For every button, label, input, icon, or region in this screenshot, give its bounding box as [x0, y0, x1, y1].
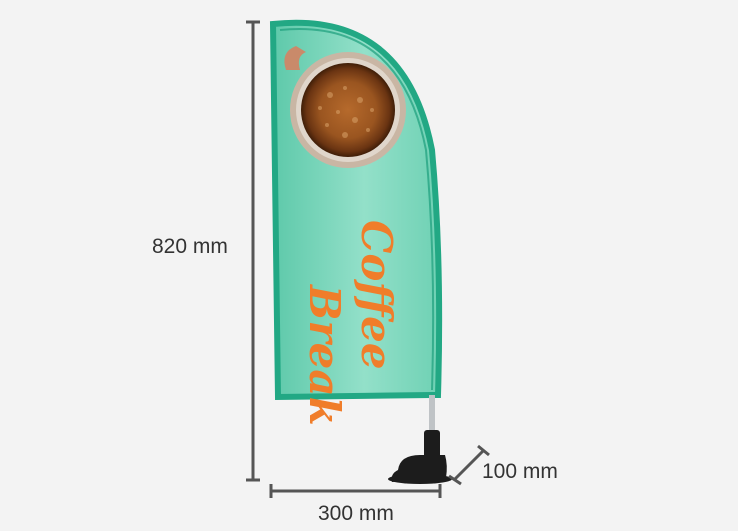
- depth-dimension-label: 100 mm: [482, 460, 558, 484]
- flag-text-coffee: Coffee: [352, 220, 401, 370]
- flag-text-break: Break: [300, 284, 349, 426]
- coffee-surface: [301, 63, 395, 157]
- width-dimension-label: 300 mm: [318, 502, 394, 526]
- suction-base: [388, 430, 452, 484]
- height-dimension-label: 820 mm: [152, 235, 228, 259]
